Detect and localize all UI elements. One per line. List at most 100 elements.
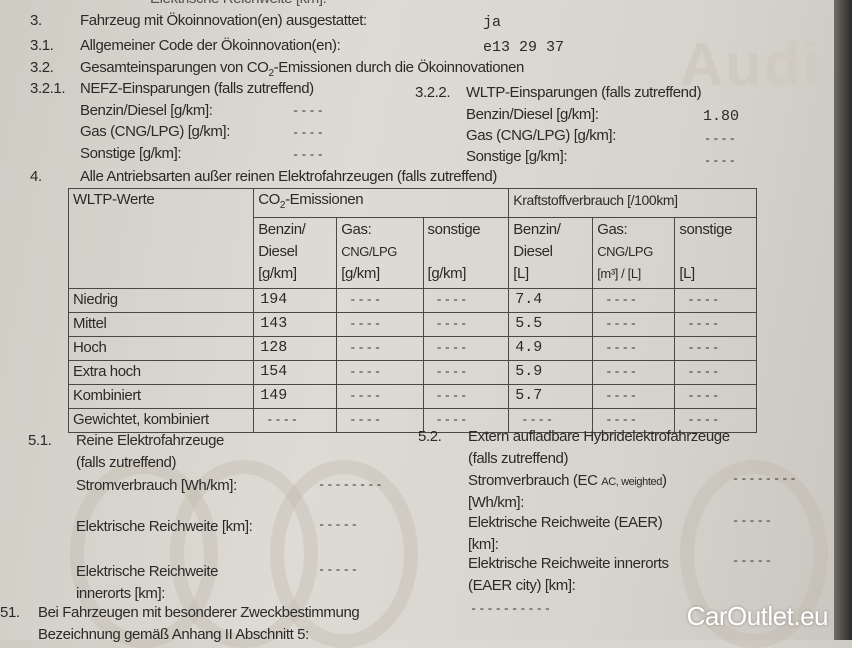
phev-city-range-unit: (EAER city) [km]: xyxy=(468,577,576,594)
table-cell: ---- xyxy=(674,360,757,385)
item-number: 3. xyxy=(30,12,42,29)
ev-range-value: ----- xyxy=(318,518,360,532)
special-purpose-partial: Bezeichnung gemäß Anhang II Abschnitt 5: xyxy=(38,626,309,643)
ev-consumption-label: Stromverbrauch [Wh/km]: xyxy=(76,477,237,494)
table-row: Extra hoch 154 ---- ---- 5.9 ---- ---- xyxy=(67,360,757,385)
all-drive-types-label: Alle Antriebsarten außer reinen Elektrof… xyxy=(80,168,497,185)
table-cell: 154 xyxy=(253,360,338,385)
row-label: Kombiniert xyxy=(67,384,255,409)
column-header-line: Diesel xyxy=(513,243,553,260)
table-cell: ---- xyxy=(336,384,424,409)
wltp-row-label: Benzin/Diesel [g/km]: xyxy=(466,106,599,123)
table-row: Gewichtet, kombiniert ---- ---- ---- ---- ---… xyxy=(67,408,757,433)
row-label: Niedrig xyxy=(67,288,255,313)
table-cell: ---- xyxy=(592,408,676,433)
ecoinnovation-value: ja xyxy=(483,14,502,31)
text: ) xyxy=(661,472,667,489)
wltp-row-value: ---- xyxy=(704,154,737,168)
phev-consumption-value: -------- xyxy=(732,472,798,486)
table-cell: 7.4 xyxy=(508,288,594,313)
column-header-line xyxy=(428,241,505,263)
wltp-values-table: WLTP-Werte CO2-Emissionen Kraftstoffverb… xyxy=(67,188,757,433)
photo-edge xyxy=(834,0,852,640)
column-header-line: sonstige xyxy=(427,221,481,238)
ev-city-range-label: Elektrische Reichweite xyxy=(76,563,219,580)
table-subheader-row: Benzin/Diesel [g/km] Gas: CNG/LPG [g/km] sons… xyxy=(69,217,757,289)
item-number: 3.2. xyxy=(30,59,54,76)
nefz-row-value: ---- xyxy=(292,126,325,140)
table-cell: ---- xyxy=(422,408,510,433)
special-purpose-label: Bei Fahrzeugen mit besonderer Zweckbesti… xyxy=(38,604,360,621)
nefz-row-label: Sonstige [g/km]: xyxy=(80,145,182,162)
audi-watermark-logo: Audi xyxy=(680,31,822,98)
table-cell: ---- xyxy=(336,336,424,361)
table-cell: ---- xyxy=(422,360,510,385)
item-number: 51. xyxy=(0,604,20,621)
column-header-line xyxy=(679,241,752,263)
table-cell: 5.5 xyxy=(508,312,594,337)
table-cell: 194 xyxy=(253,288,338,313)
table-cell: ---- xyxy=(592,288,676,313)
item-number: 5.2. xyxy=(418,428,442,445)
phev-consumption-label: Stromverbrauch (EC AC, weighted) xyxy=(468,472,667,491)
text: -Emissionen durch die Ökoinnovationen xyxy=(273,59,525,76)
column-header-line: [g/km] xyxy=(341,265,380,282)
ev-consumption-value: -------- xyxy=(318,478,384,492)
column-header-line: sonstige xyxy=(679,221,733,238)
total-savings-label: Gesamteinsparungen von CO2-Emissionen du… xyxy=(80,59,524,83)
column-header: Benzin/Diesel [g/km] xyxy=(253,217,338,289)
table-cell: ---- xyxy=(336,408,424,433)
row-label: Hoch xyxy=(67,336,255,361)
row-label: Mittel xyxy=(67,312,255,337)
phev-city-range-value: ----- xyxy=(732,554,774,568)
table-cell: ---- xyxy=(336,360,424,385)
table-cell: 5.7 xyxy=(508,384,594,409)
column-header-line: CNG/LPG xyxy=(341,244,397,259)
column-header-line: Benzin/ xyxy=(258,221,306,238)
table-cell: 128 xyxy=(253,336,338,361)
table-row: Kombiniert 149 ---- ---- 5.7 ---- ---- xyxy=(67,384,757,409)
table-cell: ---- xyxy=(422,288,510,313)
ecoinnovation-label: Fahrzeug mit Ökoinnovation(en) ausgestat… xyxy=(80,12,367,29)
table-cell: ---- xyxy=(422,336,510,361)
table-row: Niedrig 194 ---- ---- 7.4 ---- ---- xyxy=(67,288,757,313)
table-cell: ---- xyxy=(336,288,424,313)
table-cell: ---- xyxy=(674,288,757,313)
column-header-line: [L] xyxy=(679,265,695,282)
column-header: Benzin/Diesel [L] xyxy=(508,217,594,289)
co2-group-header: CO2-Emissionen xyxy=(253,188,510,218)
table-cell: ---- xyxy=(336,312,424,337)
fuel-group-header: Kraftstoffverbrauch [/100km] xyxy=(508,188,757,218)
table-header-row: WLTP-Werte CO2-Emissionen Kraftstoffverb… xyxy=(67,188,757,289)
phev-label: Extern aufladbare Hybridelektrofahrzeuge xyxy=(468,428,730,445)
table-cell: ---- xyxy=(592,360,676,385)
wltp-row-label: Gas (CNG/LPG) [g/km]: xyxy=(466,127,616,144)
nefz-row-label: Benzin/Diesel [g/km]: xyxy=(80,102,213,119)
table-cell: 149 xyxy=(253,384,338,409)
item-number: 3.2.2. xyxy=(415,84,451,101)
column-header-line: [L] xyxy=(513,265,529,282)
table-cell: 4.9 xyxy=(508,336,594,361)
subscript: 2 xyxy=(268,68,274,79)
wltp-row-label: Sonstige [g/km]: xyxy=(466,148,568,165)
ecoinnovation-code-value: e13 29 37 xyxy=(483,39,565,56)
ev-city-range-label-2: innerorts [km]: xyxy=(76,585,166,602)
table-cell: 143 xyxy=(253,312,338,337)
text: -Emissionen xyxy=(285,191,364,208)
item-number: 5.1. xyxy=(28,432,52,449)
column-header-line: [m³] / [L] xyxy=(597,266,641,281)
column-header-line: Gas: xyxy=(597,221,628,238)
ev-city-range-value: ----- xyxy=(318,563,360,577)
wltp-row-value: ---- xyxy=(704,132,737,146)
column-header: Gas: CNG/LPG [g/km] xyxy=(336,217,424,289)
special-purpose-value: ---------- xyxy=(470,602,553,616)
column-header-line: Benzin/ xyxy=(513,221,561,238)
nefz-row-label: Gas (CNG/LPG) [g/km]: xyxy=(80,123,230,140)
row-label: Gewichtet, kombiniert xyxy=(67,408,255,433)
table-row: Mittel 143 ---- ---- 5.5 ---- ---- xyxy=(67,312,757,337)
text: Stromverbrauch (EC xyxy=(468,472,598,489)
ev-range-label: Elektrische Reichweite [km]: xyxy=(76,518,253,535)
table-cell: ---- xyxy=(422,312,510,337)
column-header: sonstige [L] xyxy=(674,217,757,289)
pure-ev-label: Reine Elektrofahrzeuge xyxy=(76,432,224,449)
